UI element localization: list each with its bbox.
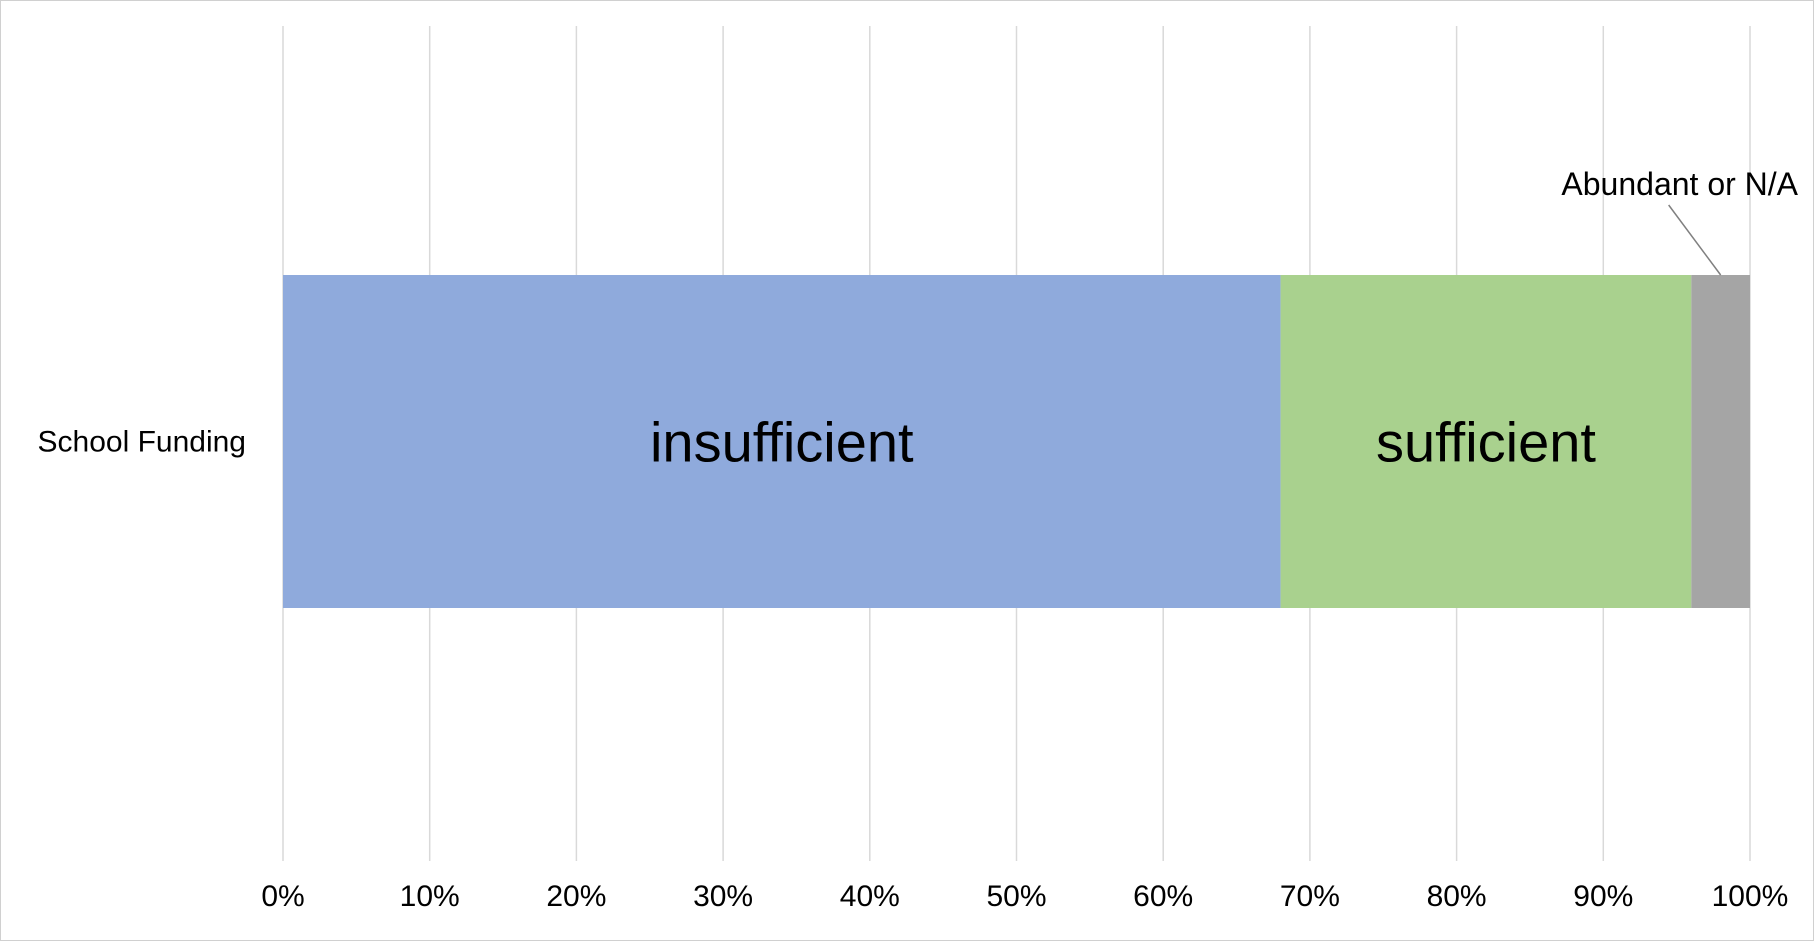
x-tick-label: 40% xyxy=(840,880,900,913)
category-label: School Funding xyxy=(38,426,246,459)
bar-segment-insufficient xyxy=(283,275,1281,608)
x-tick-label: 100% xyxy=(1712,880,1789,913)
x-tick-label: 90% xyxy=(1573,880,1633,913)
x-tick-label: 10% xyxy=(400,880,460,913)
segment-label: insufficient xyxy=(650,411,914,474)
segment-labels: insufficient sufficient Abundant or N/A xyxy=(650,166,1799,474)
segment-label: sufficient xyxy=(1376,411,1596,474)
x-tick-label: 70% xyxy=(1280,880,1340,913)
y-axis-category-labels: School Funding xyxy=(38,426,246,459)
bar-segments xyxy=(283,275,1750,608)
bar-segment-sufficient xyxy=(1280,275,1692,608)
x-tick-label: 0% xyxy=(261,880,304,913)
x-axis-tick-labels: 0% 10% 20% 30% 40% 50% 60% 70% 80% 90% 100% xyxy=(261,880,1788,913)
callout-leader-line xyxy=(1668,204,1722,276)
x-tick-label: 60% xyxy=(1133,880,1193,913)
callout-label: Abundant or N/A xyxy=(1561,166,1798,202)
x-tick-label: 20% xyxy=(546,880,606,913)
x-tick-label: 50% xyxy=(986,880,1046,913)
x-tick-label: 30% xyxy=(693,880,753,913)
bar-segment-abundant-or-n-a xyxy=(1691,275,1750,608)
x-tick-label: 80% xyxy=(1427,880,1487,913)
